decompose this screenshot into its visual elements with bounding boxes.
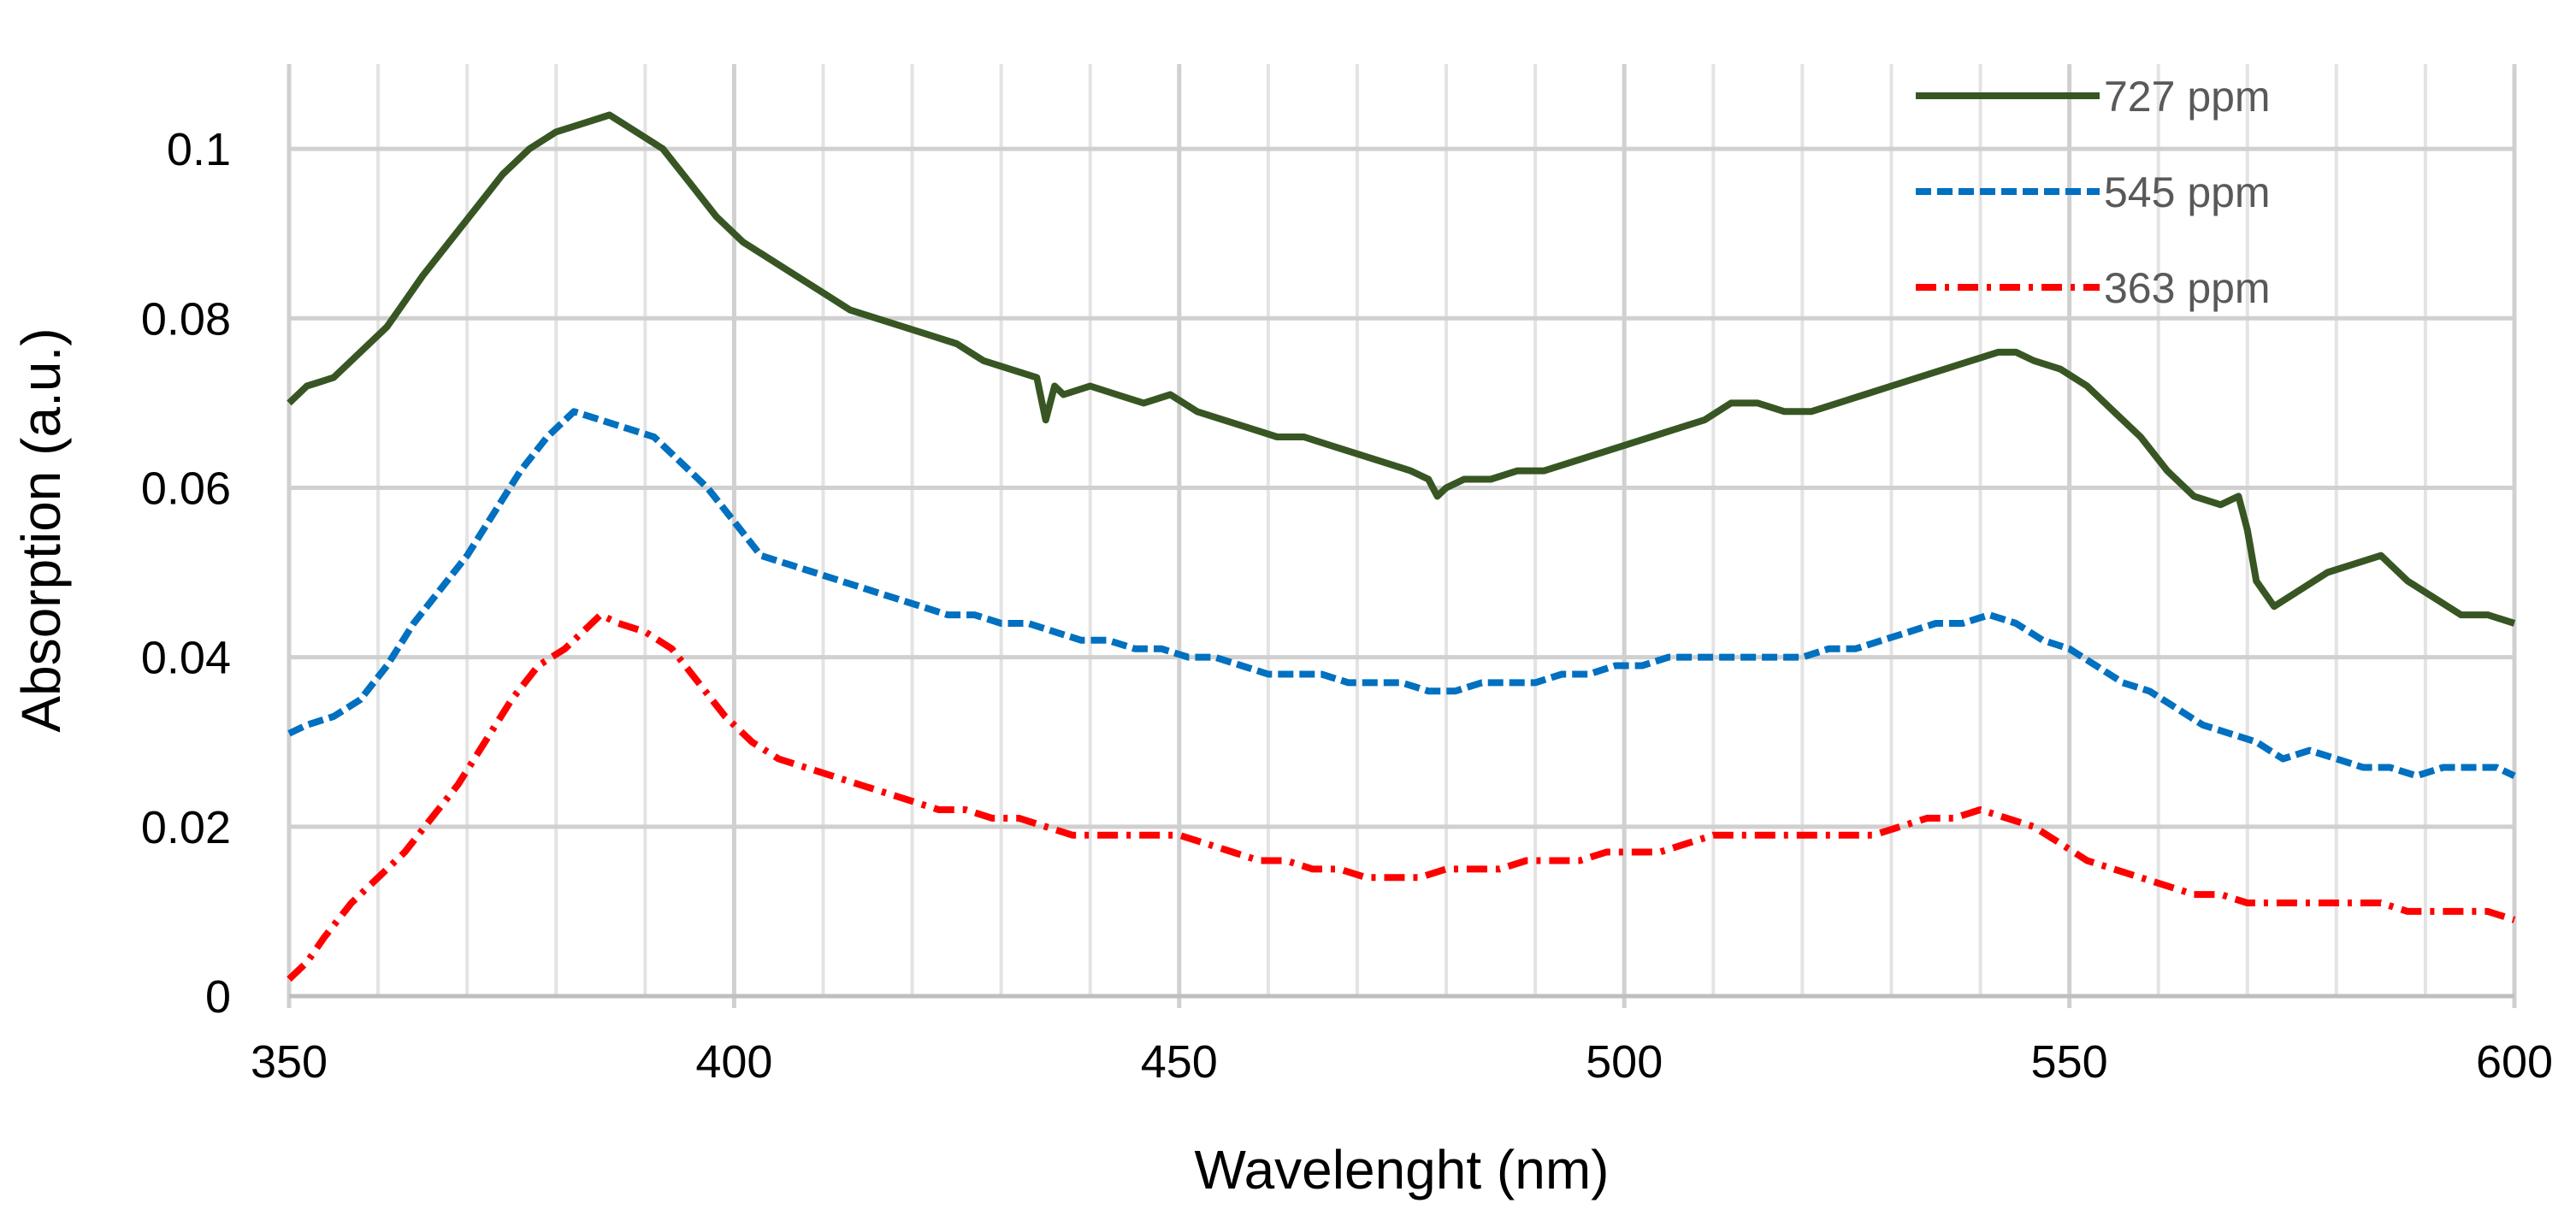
series-line-727-ppm <box>287 111 2516 627</box>
x-tick-label: 450 <box>1141 1036 1218 1088</box>
legend: 727 ppm 545 ppm 363 ppm <box>1916 73 2271 312</box>
legend-label: 727 ppm <box>2104 73 2271 121</box>
tick-labels: 350 400 450 500 550 600 0 0.02 0.04 0.06 0.08 0.1 <box>141 124 2553 1088</box>
x-tick-label: 350 <box>251 1036 328 1088</box>
x-tick-label: 550 <box>2031 1036 2108 1088</box>
y-tick-label: 0.02 <box>141 802 231 853</box>
y-tick-label: 0.04 <box>141 633 231 684</box>
legend-label: 363 ppm <box>2104 264 2271 312</box>
y-axis-title: Absorption (a.u.) <box>10 327 72 732</box>
series-layer <box>287 111 2516 982</box>
series-line-545-ppm <box>287 408 2516 780</box>
legend-label: 545 ppm <box>2104 168 2271 216</box>
x-tick-label: 500 <box>1586 1036 1663 1088</box>
y-tick-label: 0.08 <box>141 293 231 345</box>
x-axis-title: Wavelenght (nm) <box>1195 1139 1610 1200</box>
x-tick-label: 600 <box>2476 1036 2553 1088</box>
y-tick-label: 0 <box>205 971 231 1023</box>
grid <box>287 64 2517 1008</box>
y-tick-label: 0.06 <box>141 463 231 514</box>
y-tick-label: 0.1 <box>167 124 231 175</box>
x-tick-label: 400 <box>695 1036 772 1088</box>
series-line-363-ppm <box>287 611 2516 982</box>
